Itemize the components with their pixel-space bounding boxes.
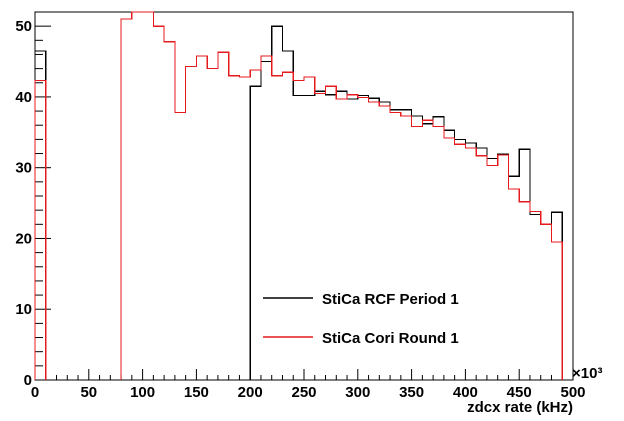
y-tick-label: 30 bbox=[15, 160, 32, 177]
y-tick-label: 0 bbox=[24, 372, 32, 389]
x-axis-title: zdcx rate (kHz) bbox=[467, 399, 573, 416]
histogram-series-1 bbox=[34, 25, 563, 380]
histogram-series-2 bbox=[34, 11, 563, 380]
legend-label-series-2: StiCa Cori Round 1 bbox=[322, 330, 459, 347]
x-tick-label: 300 bbox=[345, 384, 370, 401]
x-tick-label: 500 bbox=[560, 384, 585, 401]
series-layer bbox=[34, 11, 563, 380]
x-tick-label: 0 bbox=[31, 384, 39, 401]
legend-label-series-1: StiCa RCF Period 1 bbox=[322, 291, 459, 308]
x-tick-label: 450 bbox=[507, 384, 532, 401]
x-axis-ticks: 0 50 100 150 200 250 300 350 400 450 500 bbox=[31, 369, 586, 401]
y-tick-label: 40 bbox=[15, 89, 32, 106]
legend: StiCa RCF Period 1 StiCa Cori Round 1 bbox=[263, 291, 459, 347]
x-tick-label: 150 bbox=[184, 384, 209, 401]
y-axis-ticks: 0 10 20 30 40 50 bbox=[15, 11, 51, 389]
x-tick-label: 400 bbox=[453, 384, 478, 401]
x-tick-label: 50 bbox=[80, 384, 97, 401]
y-tick-label: 20 bbox=[15, 230, 32, 247]
x-axis-multiplier: ×10³ bbox=[572, 365, 602, 382]
x-tick-label: 350 bbox=[399, 384, 424, 401]
y-tick-label: 50 bbox=[15, 18, 32, 35]
x-tick-label: 200 bbox=[238, 384, 263, 401]
plot-frame bbox=[34, 11, 574, 381]
y-tick-label: 10 bbox=[15, 301, 32, 318]
x-tick-label: 250 bbox=[291, 384, 316, 401]
x-tick-label: 100 bbox=[130, 384, 155, 401]
